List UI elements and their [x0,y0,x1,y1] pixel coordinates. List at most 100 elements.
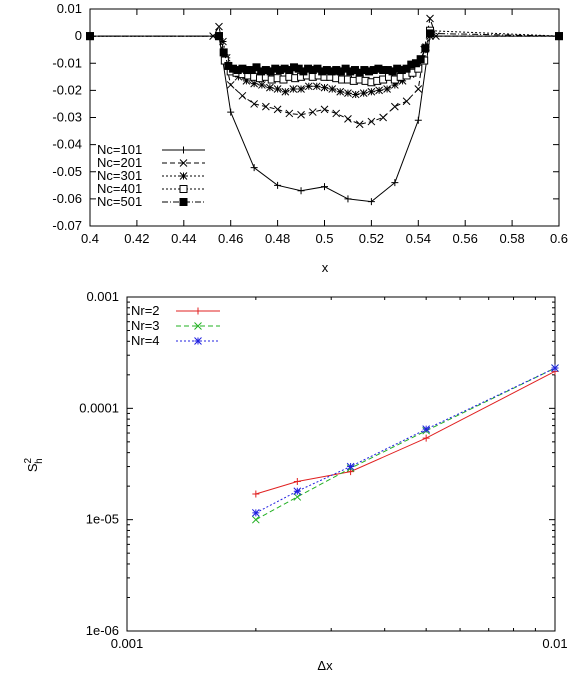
x-tick-label: 0.01 [542,636,567,651]
data-point [391,179,399,187]
data-point [555,32,563,41]
data-point [359,89,368,97]
x-tick-label: 0.56 [453,231,478,246]
x-tick-label: 0.52 [359,231,384,246]
data-point [250,100,259,108]
legend-swatch-marker [179,198,188,206]
legend-label: Nr=2 [131,303,160,318]
data-point [422,434,430,442]
y-tick-label: -0.07 [52,218,82,233]
y-tick-label: -0.03 [52,110,82,125]
x-tick-label: 0.48 [265,231,290,246]
x-tick-label: 0.4 [81,231,99,246]
data-point [289,85,298,93]
data-point [320,105,329,114]
data-point [426,14,434,23]
data-point [293,487,302,496]
y-tick-label: -0.04 [52,137,82,152]
series-nr-4 [251,364,559,517]
data-point [398,77,407,85]
legend-swatch-marker [194,307,202,315]
y-tick-label: -0.01 [52,55,82,70]
series-nc-301 [86,32,563,99]
data-point [312,82,321,91]
data-point [258,81,266,89]
data-point [242,77,251,85]
data-point [273,85,282,93]
data-point [321,183,328,191]
x-tick-label: 0.44 [171,231,196,246]
data-point [367,198,375,206]
series-line [255,370,556,495]
legend-label: Nr=3 [131,318,160,333]
data-point [408,68,417,77]
series-nr-2 [252,367,559,498]
data-point [402,97,411,106]
data-point [227,108,235,116]
x-tick-label: 0.6 [550,231,568,246]
data-point [219,48,228,57]
data-point [355,120,364,129]
data-point [285,109,294,118]
data-point [262,102,270,111]
data-point [344,195,352,203]
data-point [422,425,431,434]
data-point [252,63,261,72]
ylabel-base: S [25,463,40,472]
top-chart: x 0.4 0.42 0.44 0.46 0.48 0.5 0.52 0.54 0.56 0.58… [52,1,568,275]
data-point [293,493,302,501]
legend-swatch-marker [180,146,187,154]
data-point [390,102,399,111]
data-point [304,82,313,91]
data-point [250,79,259,88]
x-tick-label: 0.58 [499,231,524,246]
data-point [346,462,355,471]
data-point [251,515,260,524]
data-point [551,364,559,372]
data-point [226,81,235,89]
series-line [255,367,556,521]
y-tick-label: -0.02 [52,82,82,97]
data-point [344,115,352,123]
legend-swatch-marker [194,337,202,345]
x-tick-label: 0.42 [124,231,149,246]
y-tick-label: 0.001 [86,289,119,304]
data-point [215,22,223,31]
data-point [214,32,223,41]
legend-label: Nr=4 [131,333,160,348]
legend-label: Nc=401 [97,181,142,196]
bottom-chart: Δx S2h 0.001 0.01 0.001 0.0001 1e-05 1e-06 Nr=… [23,289,568,673]
data-point [293,478,301,486]
data-point [421,44,430,53]
legend-label: Nc=301 [97,168,142,183]
y-tick-label: 1e-05 [86,512,119,527]
top-x-axis-label: x [322,260,329,275]
data-point [411,59,420,68]
legend-label: Nc=101 [97,142,142,157]
data-point [297,110,305,119]
legend-swatch-marker [179,172,188,180]
bottom-x-axis-label: Δx [317,658,333,673]
data-point [336,87,345,96]
data-point [414,85,423,93]
ylabel-subscript: h [34,458,45,464]
x-tick-label: 0.54 [406,231,431,246]
data-point [383,85,391,93]
plot-frame [89,8,560,227]
data-point [281,87,290,96]
data-point [273,105,282,114]
data-point [375,86,383,95]
data-point [332,109,341,118]
data-point [238,91,247,100]
data-point [252,490,260,498]
y-tick-label: 0.0001 [79,400,119,415]
legend-swatch-marker [179,185,188,193]
data-point [274,181,282,189]
data-point [266,83,274,92]
y-tick-label: -0.06 [52,191,82,206]
legend-swatch-marker [179,159,188,167]
series-nc-501 [86,29,563,77]
plot-frame [126,296,556,632]
